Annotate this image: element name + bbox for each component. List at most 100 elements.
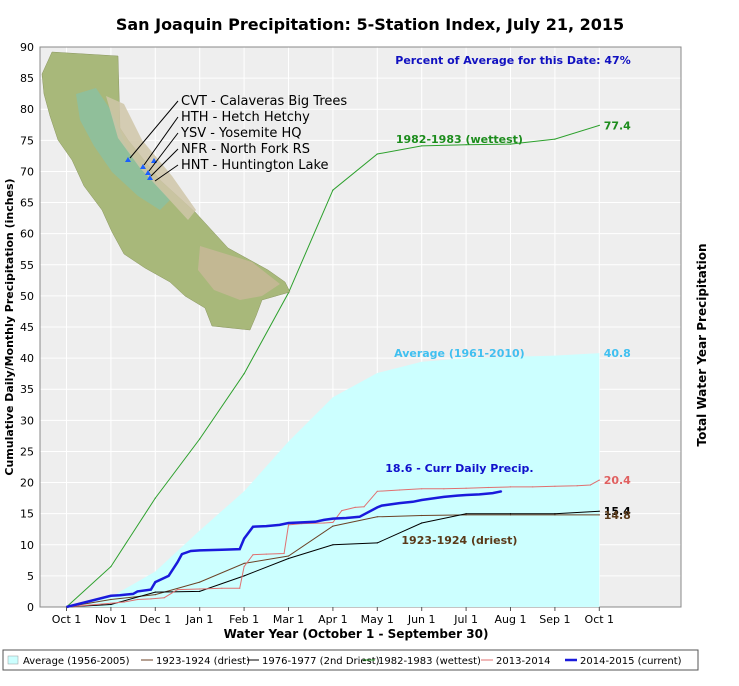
station-label-hth: HTH - Hetch Hetchy bbox=[181, 110, 310, 125]
y-tick-label: 65 bbox=[20, 197, 34, 210]
data-point-2014-2015-current bbox=[398, 502, 401, 504]
data-point-2014-2015-current bbox=[323, 519, 325, 521]
y-tick-label: 10 bbox=[20, 539, 34, 552]
data-point-2014-2015-current bbox=[190, 550, 192, 552]
y-tick-label: 70 bbox=[20, 165, 34, 178]
data-point-2014-2015-current bbox=[150, 589, 152, 591]
y-tick-label: 90 bbox=[20, 41, 34, 54]
data-point-2014-2015-current bbox=[314, 521, 316, 523]
data-point-1923-1924-driest bbox=[243, 562, 245, 565]
station-leader-ysv bbox=[148, 132, 179, 172]
data-point-2014-2015-current bbox=[132, 593, 134, 595]
legend-item-average-1956-2005: Average (1956-2005) bbox=[7, 655, 130, 667]
data-point-1976-1977-2nd-driest bbox=[554, 513, 556, 515]
data-point-1976-1977-2nd-driest bbox=[421, 522, 423, 524]
data-point-2013-2014 bbox=[199, 588, 201, 590]
data-point-1982-1983-wettest bbox=[376, 153, 378, 155]
data-point-1923-1924-driest bbox=[421, 514, 423, 517]
y-tick-label: 45 bbox=[20, 321, 34, 334]
data-point-2013-2014 bbox=[252, 554, 254, 556]
station-marker-hth bbox=[140, 164, 146, 169]
legend-box bbox=[2, 649, 699, 671]
data-point-1982-1983-wettest bbox=[554, 138, 556, 140]
x-tick-label: Oct 1 bbox=[585, 613, 615, 626]
data-point-2013-2014 bbox=[532, 486, 534, 488]
data-point-2013-2014 bbox=[110, 602, 112, 604]
data-point-1923-1924-driest bbox=[154, 594, 156, 596]
legend-item-1923-1924-driest: 1923-1924 (driest) bbox=[141, 656, 250, 667]
data-point-2014-2015-current bbox=[221, 549, 223, 551]
data-point-2014-2015-current bbox=[239, 548, 241, 550]
data-point-1923-1924-driest bbox=[332, 525, 334, 527]
y-tick-label: 35 bbox=[20, 383, 34, 396]
data-point-1982-1983-wettest bbox=[199, 438, 201, 440]
data-point-2014-2015-current bbox=[110, 595, 112, 597]
annotation-label: 20.4 bbox=[604, 474, 631, 487]
x-tick-label: Nov 1 bbox=[95, 613, 127, 626]
y-tick-label: 0 bbox=[27, 601, 34, 614]
legend-label: 2014-2015 (current) bbox=[580, 656, 682, 667]
x-tick-label: Jan 1 bbox=[185, 613, 213, 626]
legend-label: Average (1956-2005) bbox=[23, 656, 130, 667]
data-point-1976-1977-2nd-driest bbox=[509, 513, 512, 515]
y-tick-label: 60 bbox=[20, 228, 34, 241]
station-marker-nfr bbox=[147, 175, 153, 180]
annotation-label: 1982-1983 (wettest) bbox=[396, 133, 523, 146]
data-point-2013-2014 bbox=[398, 489, 401, 491]
data-point-1982-1983-wettest bbox=[509, 143, 512, 145]
y-tick-label: 25 bbox=[20, 445, 34, 458]
data-point-2014-2015-current bbox=[412, 501, 414, 503]
annotation-label: 77.4 bbox=[604, 119, 631, 132]
x-axis-label: Water Year (October 1 - September 30) bbox=[224, 627, 489, 641]
chart-title: San Joaquin Precipitation: 5-Station Ind… bbox=[116, 15, 624, 34]
data-point-2013-2014 bbox=[221, 587, 223, 589]
x-tick-label: Apr 1 bbox=[318, 613, 348, 626]
y-tick-label: 40 bbox=[20, 352, 34, 365]
x-tick-label: Aug 1 bbox=[495, 613, 527, 626]
data-point-2013-2014 bbox=[265, 553, 267, 555]
percent-of-average-note: Percent of Average for this Date: 47% bbox=[395, 54, 630, 67]
y-tick-label: 5 bbox=[27, 570, 34, 583]
central-valley-shape bbox=[76, 88, 170, 210]
x-tick-label: May 1 bbox=[361, 613, 394, 626]
data-point-2014-2015-current bbox=[381, 505, 383, 507]
y-tick-label: 15 bbox=[20, 508, 34, 521]
data-point-2013-2014 bbox=[589, 484, 592, 486]
data-point-2014-2015-current bbox=[456, 495, 458, 497]
data-point-2013-2014 bbox=[443, 488, 445, 490]
data-point-2014-2015-current bbox=[443, 496, 445, 498]
x-tick-label: Mar 1 bbox=[273, 613, 304, 626]
x-tick-label: Feb 1 bbox=[229, 613, 259, 626]
y-axis-label-right: Total Water Year Precipitation bbox=[695, 243, 709, 446]
annotation-label: 18.6 - Curr Daily Precip. bbox=[385, 462, 533, 475]
y-tick-label: 85 bbox=[20, 72, 34, 85]
station-leader-hnt bbox=[154, 164, 179, 182]
annotation-label: 14.8 bbox=[604, 509, 631, 522]
y-tick-label: 20 bbox=[20, 477, 34, 490]
legend-item-2013-2014: 2013-2014 bbox=[481, 656, 551, 667]
data-point-1976-1977-2nd-driest bbox=[332, 544, 334, 546]
legend-label: 1923-1924 (driest) bbox=[156, 656, 250, 667]
annotation-label: 15.4 bbox=[604, 505, 631, 518]
data-point-1923-1924-driest bbox=[554, 514, 556, 516]
data-point-2013-2014 bbox=[239, 587, 241, 589]
data-point-2014-2015-current bbox=[501, 490, 503, 492]
data-point-2013-2014 bbox=[287, 524, 290, 526]
station-label-ysv: YSV - Yosemite HQ bbox=[180, 126, 302, 141]
data-point-2013-2014 bbox=[363, 506, 365, 508]
data-point-1976-1977-2nd-driest bbox=[154, 591, 156, 593]
data-point-1976-1977-2nd-driest bbox=[199, 590, 201, 593]
data-point-2013-2014 bbox=[576, 485, 578, 487]
station-label-hnt: HNT - Huntington Lake bbox=[181, 158, 329, 173]
data-point-1923-1924-driest bbox=[199, 581, 201, 583]
southern-desert-shape bbox=[198, 246, 280, 300]
data-point-2014-2015-current bbox=[154, 581, 156, 583]
legend-label: 1982-1983 (wettest) bbox=[378, 656, 481, 667]
data-point-2014-2015-current bbox=[421, 499, 423, 501]
data-point-1982-1983-wettest bbox=[421, 145, 423, 147]
y-axis-label: Cumulative Daily/Monthly Precipitation (… bbox=[3, 178, 16, 475]
data-point-1982-1983-wettest bbox=[465, 144, 467, 146]
data-point-2014-2015-current bbox=[287, 522, 290, 524]
x-axis-ticks: Oct 1 Nov 1 Dec 1 Jan 1 Feb 1 Mar 1 Apr 1 May 1… bbox=[52, 607, 614, 626]
data-point-1923-1924-driest bbox=[110, 598, 112, 601]
